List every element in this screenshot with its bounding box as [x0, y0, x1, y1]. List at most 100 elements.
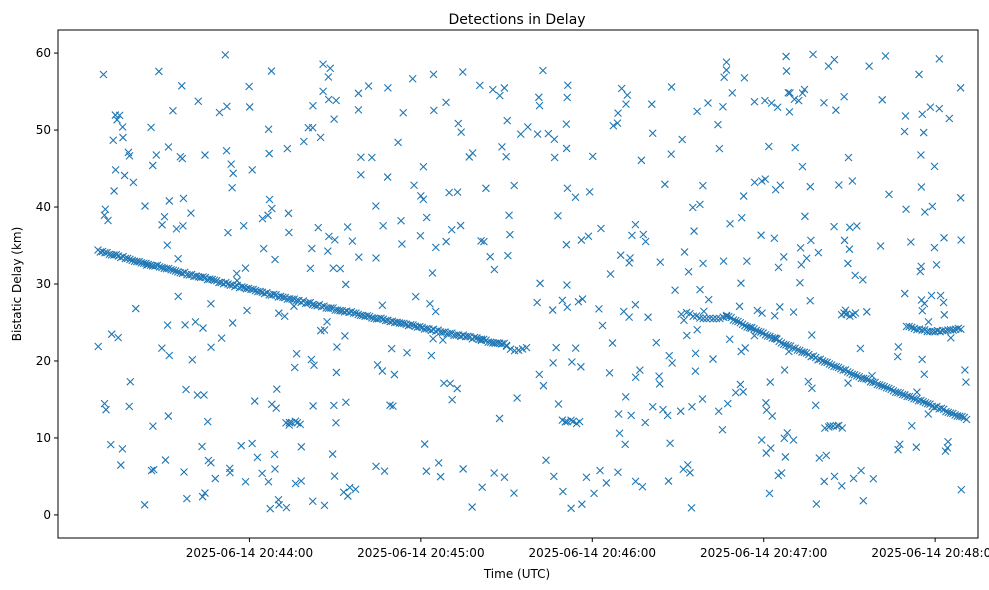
- detection-marker: [841, 306, 850, 315]
- detection-marker: [598, 321, 607, 330]
- detection-marker: [814, 355, 822, 364]
- detection-marker: [210, 276, 219, 285]
- detection-marker: [635, 366, 644, 375]
- detection-marker: [181, 320, 190, 329]
- detection-marker: [436, 472, 445, 481]
- detection-marker: [548, 306, 557, 314]
- detection-marker: [198, 442, 206, 451]
- detection-marker: [109, 136, 118, 145]
- detection-marker: [780, 434, 789, 443]
- detection-marker: [796, 278, 804, 287]
- detection-marker: [165, 197, 174, 205]
- detection-marker: [917, 183, 926, 191]
- detection-marker: [757, 231, 766, 240]
- detection-marker: [761, 330, 770, 339]
- detection-marker: [726, 219, 734, 228]
- detection-marker: [822, 451, 831, 460]
- detection-marker: [394, 138, 402, 147]
- detection-marker: [326, 64, 335, 73]
- detection-marker: [288, 295, 296, 304]
- detection-marker: [837, 481, 846, 490]
- detection-marker: [757, 436, 766, 444]
- y-tick-label: 20: [36, 354, 51, 368]
- detection-marker: [457, 128, 466, 137]
- detection-marker: [256, 287, 264, 296]
- detection-marker: [830, 55, 839, 64]
- detection-marker: [348, 237, 357, 246]
- detection-marker: [151, 262, 159, 270]
- detection-marker: [873, 380, 882, 389]
- detection-marker: [270, 450, 279, 459]
- detection-marker: [627, 411, 636, 420]
- detection-marker: [174, 292, 183, 301]
- y-tick-label: 0: [43, 508, 51, 522]
- detection-marker: [470, 333, 479, 342]
- detection-marker: [790, 95, 799, 104]
- detection-marker: [859, 496, 868, 505]
- detection-marker: [535, 101, 544, 110]
- detection-marker: [667, 150, 676, 159]
- detection-marker: [820, 98, 828, 107]
- detection-marker: [239, 221, 248, 230]
- detection-marker: [800, 85, 809, 94]
- detection-marker: [918, 326, 926, 334]
- detection-marker: [160, 212, 169, 221]
- detection-marker: [158, 263, 166, 272]
- detection-marker: [416, 231, 425, 240]
- detection-marker: [563, 281, 571, 289]
- detection-marker: [902, 205, 910, 214]
- detection-marker: [827, 361, 836, 369]
- detection-marker: [245, 82, 254, 91]
- detection-marker: [739, 387, 748, 396]
- detection-marker: [554, 211, 562, 220]
- x-tick-label: 2025-06-14 20:48:00: [871, 546, 989, 560]
- detection-marker: [935, 54, 944, 63]
- detection-marker: [478, 483, 487, 492]
- detection-marker: [112, 250, 121, 259]
- detection-marker: [308, 300, 317, 309]
- detection-marker: [536, 279, 544, 288]
- detection-marker: [815, 454, 824, 462]
- detection-marker: [893, 352, 902, 361]
- detection-marker: [913, 388, 921, 397]
- detection-marker: [101, 205, 110, 214]
- detection-marker: [660, 180, 669, 189]
- detection-marker: [503, 116, 512, 125]
- detection-marker: [222, 146, 231, 155]
- detection-marker: [563, 184, 572, 193]
- detection-marker: [777, 339, 786, 347]
- detection-marker: [229, 169, 238, 178]
- detection-marker: [693, 325, 702, 334]
- detection-marker: [468, 503, 477, 511]
- detection-marker: [750, 97, 759, 106]
- detection-marker: [342, 398, 350, 407]
- detection-marker: [378, 367, 387, 375]
- detection-marker: [936, 291, 945, 300]
- detection-marker: [840, 236, 849, 245]
- detection-marker: [356, 153, 365, 162]
- detection-marker: [292, 349, 301, 358]
- detection-marker: [533, 298, 542, 307]
- detection-marker: [789, 436, 798, 444]
- detection-marker: [563, 303, 572, 312]
- detection-marker: [111, 166, 120, 174]
- detection-marker: [574, 297, 583, 306]
- detection-marker: [506, 230, 514, 239]
- y-axis-label: Bistatic Delay (km): [10, 227, 24, 342]
- detection-marker: [272, 404, 281, 413]
- detection-marker: [383, 173, 392, 181]
- detection-marker: [164, 264, 173, 273]
- detection-marker: [608, 339, 617, 347]
- detection-marker: [267, 204, 276, 213]
- plot-background: [58, 30, 978, 538]
- detection-marker: [241, 264, 250, 273]
- detection-marker: [406, 320, 415, 329]
- detection-marker: [163, 241, 172, 249]
- detection-marker: [94, 342, 103, 351]
- detection-marker: [655, 379, 664, 388]
- detection-marker: [513, 394, 522, 402]
- detection-marker: [809, 352, 818, 360]
- detection-marker: [609, 121, 618, 130]
- detection-marker: [169, 266, 178, 275]
